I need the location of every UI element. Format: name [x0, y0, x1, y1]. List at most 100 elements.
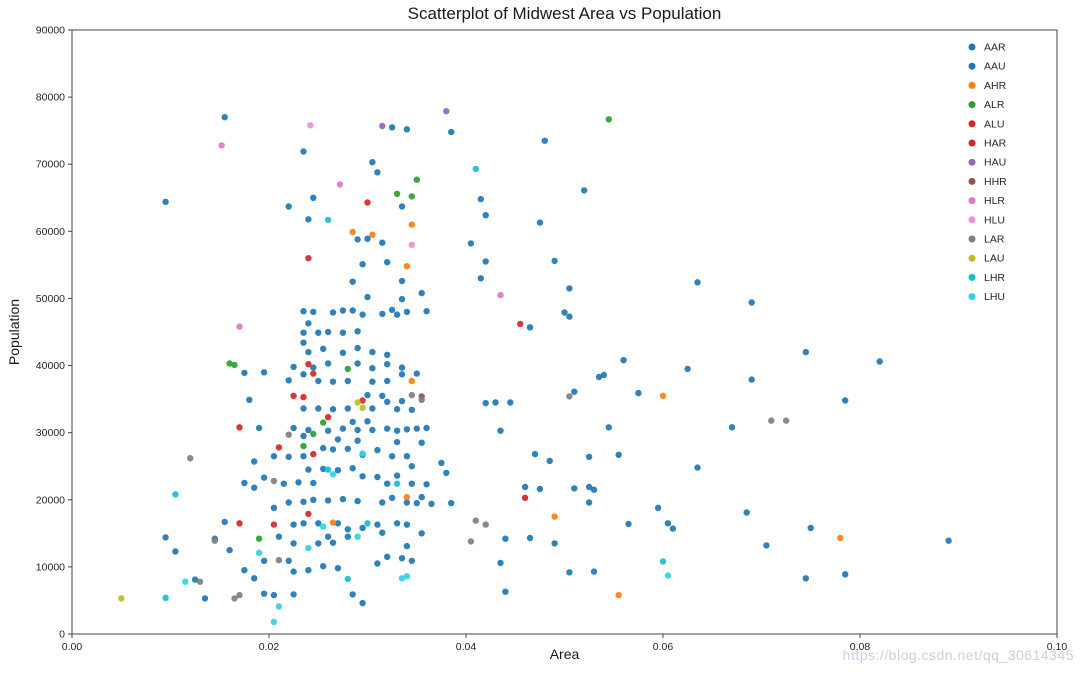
x-axis-label: Area: [549, 646, 580, 662]
data-point-AAU: [807, 524, 814, 532]
legend-marker-HLR: [968, 197, 976, 205]
data-point-AAR: [334, 467, 342, 474]
data-point-AAR: [339, 329, 347, 336]
data-point-AAR: [315, 377, 322, 385]
data-point-AAR: [344, 445, 351, 452]
data-point-AAR: [581, 187, 588, 194]
chart-title: Scatterplot of Midwest Area vs Populatio…: [407, 4, 722, 23]
data-point-LAR: [285, 431, 292, 438]
data-point-AAR: [398, 203, 406, 210]
data-point-AAR: [310, 479, 317, 487]
data-point-AAR: [226, 546, 233, 554]
data-point-AAR: [413, 425, 420, 432]
data-point-AAR: [379, 392, 386, 399]
data-point-AAR: [329, 378, 337, 385]
data-point-LHR: [344, 575, 351, 583]
data-point-AAR: [324, 427, 332, 434]
data-point-AAU: [551, 540, 558, 547]
data-point-AAR: [280, 480, 287, 487]
data-point-AAR: [334, 565, 342, 572]
data-point-AAR: [403, 542, 411, 550]
data-point-AAR: [290, 591, 297, 598]
data-point-AAR: [526, 324, 534, 331]
data-point-AAR: [403, 126, 411, 133]
data-point-AAR: [305, 320, 312, 327]
data-point-AAR: [320, 444, 327, 452]
data-point-AAR: [364, 391, 371, 399]
data-point-AAR: [339, 495, 347, 503]
data-point-LHR: [324, 466, 332, 473]
data-point-AAR: [492, 399, 499, 406]
data-point-ALR: [231, 361, 238, 369]
data-point-AAR: [364, 235, 371, 242]
data-point-AAR: [393, 438, 401, 446]
data-point-AAR: [246, 396, 253, 403]
data-point-AAR: [359, 311, 366, 318]
data-point-LAR: [408, 391, 415, 399]
data-point-LAR: [231, 595, 238, 602]
data-point-ALR: [255, 535, 263, 542]
data-point-AAR: [300, 432, 307, 440]
data-point-AAR: [413, 499, 420, 507]
data-point-AAR: [388, 494, 396, 501]
x-tick-label: 0.08: [850, 641, 871, 653]
data-point-ALU: [364, 199, 371, 206]
legend-label-HLR: HLR: [984, 195, 1005, 207]
data-point-AAR: [260, 474, 268, 481]
data-point-AAR: [305, 567, 312, 574]
data-point-ALR: [226, 360, 233, 367]
y-tick-label: 0: [59, 629, 65, 641]
data-point-AAR: [384, 398, 391, 405]
data-point-AAR: [260, 369, 268, 376]
data-point-AAR: [251, 458, 258, 465]
data-point-AAR: [359, 261, 366, 268]
data-point-LHU: [354, 533, 361, 540]
data-point-AAU: [526, 534, 534, 542]
data-point-LAR: [418, 396, 425, 403]
data-point-LHU: [403, 573, 411, 580]
data-point-HAR: [236, 424, 243, 431]
legend-marker-LHR: [968, 273, 976, 281]
data-point-AAU: [571, 388, 578, 395]
y-tick-label: 80000: [36, 92, 65, 104]
data-point-AAU: [590, 568, 598, 575]
y-tick-label: 20000: [36, 494, 65, 506]
data-point-AAR: [329, 406, 337, 413]
data-point-HLU: [307, 122, 314, 129]
data-point-LHR: [472, 165, 479, 173]
x-tick-label: 0.00: [62, 641, 83, 653]
data-point-AAR: [423, 308, 430, 315]
data-point-LHR: [364, 520, 371, 527]
legend-label-HAR: HAR: [984, 138, 1007, 150]
data-point-AAR: [275, 533, 283, 540]
data-point-AAR: [384, 377, 391, 385]
legend-label-ALU: ALU: [984, 118, 1004, 130]
data-point-AAR: [324, 533, 332, 540]
data-point-AAR: [172, 548, 179, 555]
data-point-AAR: [354, 328, 361, 335]
data-point-AAR: [418, 530, 425, 537]
data-point-AAR: [241, 369, 248, 377]
data-point-AAR: [315, 329, 322, 336]
data-point-AAU: [728, 424, 736, 431]
data-point-AAR: [403, 308, 411, 316]
data-point-AAR: [310, 194, 317, 201]
data-point-AAR: [388, 453, 396, 460]
data-point-LAR: [236, 591, 243, 599]
legend-label-HLU: HLU: [984, 214, 1005, 226]
data-point-AAR: [384, 480, 391, 487]
data-point-HLR: [497, 291, 504, 299]
data-point-HAR: [305, 510, 312, 518]
data-point-AAU: [625, 520, 632, 528]
data-point-LAR: [467, 538, 475, 545]
data-point-AAR: [221, 518, 228, 526]
data-point-AAU: [585, 453, 593, 460]
data-point-AAR: [270, 504, 278, 511]
data-point-AAR: [398, 397, 406, 405]
data-point-AHR: [403, 493, 411, 501]
data-point-AAR: [300, 520, 307, 527]
data-point-AAU: [748, 376, 755, 383]
data-point-AAR: [369, 348, 376, 356]
y-tick-label: 90000: [36, 25, 65, 37]
